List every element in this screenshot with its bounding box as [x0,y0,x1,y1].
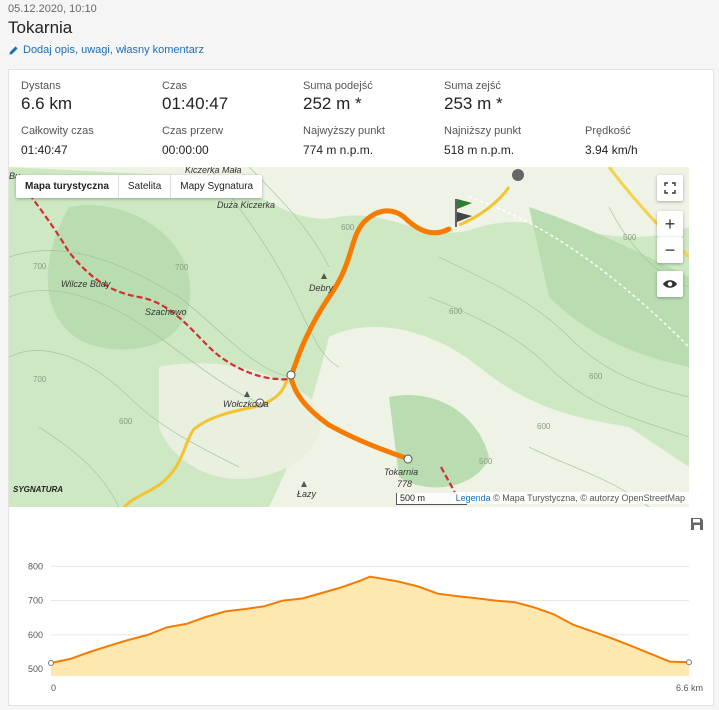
contour-label: 500 [623,233,637,242]
layer-satellite-button[interactable]: Satelita [119,175,172,198]
contour-label: 500 [479,457,493,466]
contour-label: 600 [449,307,463,316]
stat-value: 252 m * [303,94,362,113]
y-tick-label: 600 [28,630,43,640]
stat-label: Suma podejść [303,80,373,92]
elevation-chart[interactable]: 500 600 700 800 0 6.6 km [9,540,713,700]
stat-total-time: Całkowity czas 01:40:47 [21,125,94,157]
stat-label: Dystans [21,80,61,92]
fullscreen-icon [664,182,676,194]
legend-link[interactable]: Legenda [455,493,491,503]
contour-label: 600 [119,417,133,426]
zoom-in-button[interactable]: + [657,211,683,237]
place-label: Debry [309,283,334,293]
stat-time: Czas 01:40:47 [162,80,228,114]
place-label: Szachowo [145,307,187,317]
stat-label: Czas [162,80,188,92]
track-card: Dystans 6.6 km Czas 01:40:47 Suma podejś… [8,69,714,706]
stat-ascent: Suma podejść 252 m * [303,80,373,114]
place-label: Kiczerka Mała [185,167,242,175]
map-canvas [9,167,689,507]
eye-icon [663,280,677,288]
elevation-line [50,575,690,664]
visibility-button[interactable] [657,271,683,297]
place-label: Łazy [297,489,317,499]
y-tick-label: 700 [28,596,43,606]
elevation-endpoint [48,659,54,666]
stat-highest: Najwyższy punkt 774 m n.p.m. [303,125,385,157]
contour-label: 600 [537,422,551,431]
contour-label: 600 [341,223,355,232]
stat-value: 3.94 km/h [585,143,638,157]
page-title: Tokarnia [8,18,73,37]
stat-lowest: Najniższy punkt 518 m n.p.m. [444,125,521,157]
x-tick-label: 6.6 km [676,683,703,693]
stat-value: 00:00:00 [162,143,209,157]
zoom-out-button[interactable]: − [657,237,683,263]
layer-sygnatura-button[interactable]: Mapy Sygnatura [180,181,254,192]
stat-distance: Dystans 6.6 km [21,80,72,114]
contour-label: 700 [175,263,189,272]
contour-label: 700 [33,375,47,384]
stat-label: Całkowity czas [21,125,94,137]
stat-value: 6.6 km [21,94,73,113]
sygnatura-logo: SYGNATURA [13,485,64,494]
stat-value: 774 m n.p.m. [303,143,374,157]
save-icon[interactable] [690,517,704,531]
stat-label: Najwyższy punkt [303,125,385,137]
place-label: Tokarnia [384,467,419,477]
stat-descent: Suma zejść 253 m * [444,80,503,114]
pencil-icon [9,45,18,55]
add-comment-link[interactable]: Dodaj opis, uwagi, własny komentarz [8,44,204,56]
stat-value: 01:40:47 [162,94,229,113]
fullscreen-button[interactable] [657,175,683,201]
stat-speed: Prędkość 3.94 km/h [585,125,638,157]
y-tick-label: 500 [28,664,43,674]
y-tick-label: 800 [28,561,43,571]
stats-panel: Dystans 6.6 km Czas 01:40:47 Suma podejś… [9,70,713,166]
map-layer-switcher: Mapa turystyczna Satelita Mapy Sygnatura [16,175,263,198]
place-label: Duża Kiczerka [217,200,276,210]
contour-label: 700 [33,262,47,271]
stat-label: Najniższy punkt [444,125,522,137]
elevation-endpoint [686,659,692,666]
place-label: Bu [9,171,21,181]
stat-value: 518 m n.p.m. [444,143,515,157]
place-label: 778 [397,479,413,489]
add-comment-label: Dodaj opis, uwagi, własny komentarz [23,44,204,56]
track-datetime: 05.12.2020, 10:10 [8,3,97,15]
layer-tourist-button[interactable]: Mapa turystyczna [16,175,119,198]
contour-label: 600 [589,372,603,381]
stat-label: Prędkość [585,125,631,137]
stat-label: Suma zejść [444,80,501,92]
stat-pause-time: Czas przerw 00:00:00 [162,125,223,157]
x-tick-label: 0 [51,683,56,693]
place-label: Wilcze Budy [61,279,111,289]
stat-value: 253 m * [444,94,503,113]
map-attribution: Legenda © Mapa Turystyczna, © autorzy Op… [451,492,689,504]
start-flag-icon [455,199,472,227]
route-map[interactable]: Kiczerka Mała Duża Kiczerka Wilcze Budy … [9,167,689,507]
elevation-area [51,576,689,676]
stat-label: Czas przerw [162,125,224,137]
attribution-text: © Mapa Turystyczna, © autorzy OpenStreet… [493,493,685,503]
stat-value: 01:40:47 [21,143,68,157]
place-label: Wołczkowa [223,399,269,409]
